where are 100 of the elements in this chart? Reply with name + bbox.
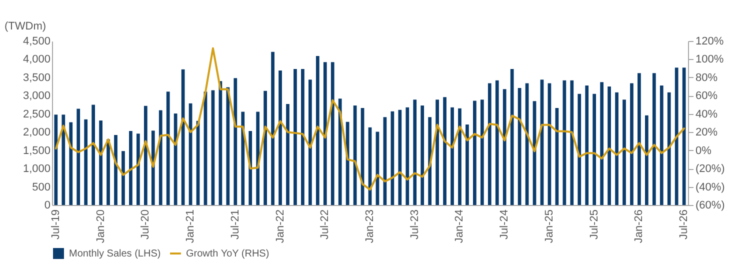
bar xyxy=(136,134,140,205)
x-tick-label: Jul-22 xyxy=(319,210,332,240)
x-tick-label: Jan-25 xyxy=(543,210,556,244)
bar xyxy=(166,92,170,205)
y2-tick-label: 20% xyxy=(696,126,718,139)
y-tick-label: 4,000 xyxy=(22,54,50,66)
bar xyxy=(473,100,476,205)
x-tick-label: Jul-25 xyxy=(588,210,600,240)
bar xyxy=(645,115,648,205)
bar xyxy=(570,80,574,205)
bar xyxy=(151,130,155,205)
bar xyxy=(271,52,274,205)
bar xyxy=(630,83,634,205)
bar xyxy=(466,124,469,205)
bar xyxy=(458,108,462,205)
bar xyxy=(674,68,678,205)
x-tick-label: Jan-26 xyxy=(633,210,646,244)
bar xyxy=(443,97,446,205)
bar xyxy=(99,120,102,205)
bar xyxy=(92,104,95,205)
y2-tick-label: 60% xyxy=(696,90,718,102)
x-tick-label: Jan-20 xyxy=(94,210,107,244)
bar xyxy=(428,117,432,205)
bar xyxy=(294,69,297,205)
y-tick-label: 0 xyxy=(44,200,50,212)
bar xyxy=(667,92,671,205)
x-tick-label: Jul-23 xyxy=(408,210,421,240)
bar xyxy=(264,90,267,205)
bar xyxy=(592,94,596,205)
x-tick-label: Jan-23 xyxy=(364,210,376,244)
x-tick-label: Jan-22 xyxy=(274,210,286,244)
bar xyxy=(338,98,342,205)
y-tick-label: 500 xyxy=(32,181,50,194)
bar xyxy=(62,114,66,205)
x-tick-label: Jul-19 xyxy=(50,210,62,240)
bar xyxy=(562,80,566,205)
x-tick-label: Jan-21 xyxy=(184,210,197,244)
bar xyxy=(608,86,611,205)
bar xyxy=(158,110,162,205)
bar xyxy=(578,94,582,205)
bar xyxy=(682,68,686,205)
bar xyxy=(436,100,439,205)
bar xyxy=(398,110,402,205)
x-tick-label: Jul-20 xyxy=(140,210,152,240)
bar xyxy=(278,70,282,205)
y-tick-label: 2,000 xyxy=(22,126,50,139)
bar xyxy=(234,78,238,205)
bar xyxy=(480,100,484,205)
bar xyxy=(76,108,80,205)
y-tick-label: 2,500 xyxy=(22,108,50,120)
line-series xyxy=(54,47,686,191)
x-tick-label: Jul-24 xyxy=(498,210,511,240)
bar xyxy=(420,106,424,205)
bar xyxy=(316,56,320,205)
y-tick-label: 1,000 xyxy=(22,163,50,176)
y-tick-label: 3,000 xyxy=(22,90,50,102)
legend-label: Growth YoY (RHS) xyxy=(186,248,270,260)
bar xyxy=(286,104,290,205)
bar xyxy=(450,107,454,205)
bar xyxy=(122,151,125,205)
bar xyxy=(600,82,604,205)
bar xyxy=(660,85,664,205)
bar xyxy=(585,85,589,205)
y-axis-title: (TWDm) xyxy=(4,20,46,32)
y-tick-label: 3,500 xyxy=(22,72,50,84)
y2-tick-label: 80% xyxy=(696,72,718,84)
bar xyxy=(502,89,506,205)
bar xyxy=(174,114,178,205)
bar xyxy=(638,73,641,205)
bar xyxy=(615,92,618,205)
legend-label: Monthly Sales (LHS) xyxy=(69,248,161,260)
bar xyxy=(323,62,327,205)
bar xyxy=(114,135,118,205)
bar xyxy=(54,114,58,205)
x-tick-label: Jan-24 xyxy=(454,210,466,244)
bar xyxy=(241,112,245,205)
y-tick-label: 4,500 xyxy=(22,36,50,48)
y-tick-label: 1,500 xyxy=(22,144,50,157)
bar xyxy=(406,107,410,205)
bar xyxy=(413,100,417,205)
bar xyxy=(106,139,110,205)
y2-tick-label: 100% xyxy=(696,54,724,66)
y2-tick-label: 40% xyxy=(696,108,718,120)
bar xyxy=(248,131,252,205)
bar xyxy=(301,69,304,205)
y2-tick-label: 120% xyxy=(696,36,724,48)
bar xyxy=(488,83,492,205)
y2-tick-label: 0% xyxy=(696,144,712,157)
y2-tick-label: (60%) xyxy=(696,200,725,212)
y2-tick-label: (40%) xyxy=(696,181,725,194)
bar xyxy=(256,112,260,205)
bar xyxy=(129,131,132,205)
bar xyxy=(330,62,334,205)
bar xyxy=(84,119,88,205)
bar xyxy=(308,80,312,205)
x-tick-label: Jul-26 xyxy=(678,210,690,240)
bar xyxy=(652,73,656,205)
y2-tick-label: (20%) xyxy=(696,163,725,176)
bar xyxy=(495,80,499,205)
bar xyxy=(226,87,230,205)
